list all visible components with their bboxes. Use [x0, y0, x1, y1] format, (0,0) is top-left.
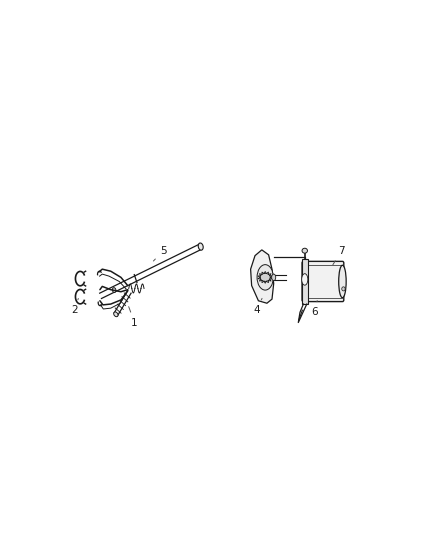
Ellipse shape	[198, 243, 203, 250]
Ellipse shape	[339, 265, 346, 298]
Text: 1: 1	[129, 306, 138, 327]
Ellipse shape	[260, 273, 270, 281]
Text: 6: 6	[311, 301, 318, 317]
Ellipse shape	[114, 312, 118, 317]
Ellipse shape	[257, 265, 273, 290]
Text: 2: 2	[71, 298, 78, 315]
Text: 4: 4	[254, 298, 262, 315]
Polygon shape	[251, 250, 274, 303]
FancyBboxPatch shape	[302, 261, 344, 302]
Text: 7: 7	[333, 246, 345, 265]
Ellipse shape	[302, 273, 308, 285]
Circle shape	[342, 287, 345, 291]
Ellipse shape	[113, 288, 116, 293]
Ellipse shape	[272, 274, 276, 281]
Polygon shape	[302, 259, 308, 304]
Text: 5: 5	[153, 246, 167, 261]
Ellipse shape	[302, 248, 307, 253]
